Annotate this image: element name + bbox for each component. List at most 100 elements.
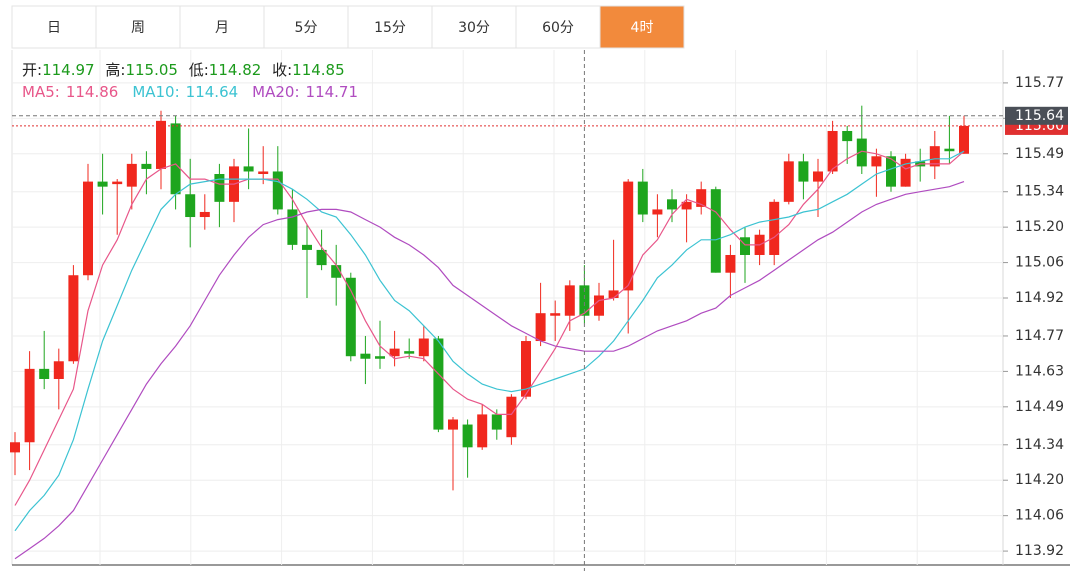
y-tick-label: 114.06 <box>1015 508 1064 524</box>
candle-body <box>564 285 575 316</box>
legend-name: MA5 <box>22 83 55 101</box>
candle-body <box>68 275 79 362</box>
y-tick-label: 114.49 <box>1015 399 1064 415</box>
crosshair-label: 115.64 <box>1015 108 1064 124</box>
candle-body <box>681 201 692 210</box>
y-tick-label: 113.92 <box>1015 543 1064 559</box>
tab-box <box>431 5 517 49</box>
tab[interactable]: 15分 <box>347 5 433 49</box>
info-label: 低 <box>189 61 204 79</box>
candle-body <box>199 211 210 218</box>
candle-body <box>550 313 561 316</box>
tab[interactable]: 30分 <box>431 5 517 49</box>
candle-body <box>813 171 823 182</box>
tab[interactable]: 周 <box>95 5 181 49</box>
candle-body <box>521 341 531 397</box>
candle-body <box>900 158 911 187</box>
legend-sep: : <box>175 83 180 101</box>
candle-body <box>243 166 254 172</box>
candle-body <box>448 419 458 430</box>
info-label: 收 <box>272 61 287 79</box>
candle-body <box>345 277 356 357</box>
candle-body <box>360 353 371 359</box>
legend-name: MA10 <box>132 83 174 101</box>
ma-legend: MA5: 114.86 MA10: 114.64 MA20: 114.71 <box>22 83 358 101</box>
tab[interactable]: 4时 <box>599 5 685 49</box>
candle-body <box>608 290 619 299</box>
candle-body <box>97 181 108 187</box>
info-value: 114.85 <box>292 61 345 79</box>
tab-label: 30分 <box>458 20 490 36</box>
candle-body <box>302 244 312 250</box>
y-tick-label: 115.49 <box>1015 146 1064 162</box>
candle-body <box>53 361 64 379</box>
tab[interactable]: 日 <box>11 5 97 49</box>
info-sep: : <box>204 61 209 79</box>
candle-body <box>652 209 663 215</box>
y-tick-label: 114.77 <box>1015 328 1064 344</box>
y-tick-label: 114.20 <box>1015 472 1064 488</box>
candle-body <box>170 123 181 195</box>
info-sep: : <box>120 61 125 79</box>
info-label: 开 <box>22 61 37 79</box>
candle-body <box>39 368 50 379</box>
tab-box <box>263 5 349 49</box>
candle-body <box>637 181 648 215</box>
candle-body <box>871 156 882 167</box>
tab-box <box>179 5 265 49</box>
ma-line <box>14 150 965 506</box>
tab-label: 日 <box>47 20 61 36</box>
candle-body <box>126 163 137 187</box>
candle-body <box>491 414 502 430</box>
candle-body <box>462 424 473 448</box>
candle-body <box>10 442 20 453</box>
candle-body <box>856 138 867 167</box>
candle-body <box>506 396 517 438</box>
ma-line <box>14 150 965 532</box>
info-value: 114.97 <box>42 61 95 79</box>
candle-body <box>477 414 488 448</box>
y-tick-label: 115.34 <box>1015 184 1064 200</box>
candle-body <box>112 181 123 185</box>
tab-box <box>95 5 181 49</box>
candle-body <box>375 356 385 359</box>
tab[interactable]: 60分 <box>515 5 601 49</box>
candle-body <box>272 171 283 210</box>
crosshair-box <box>1005 106 1068 125</box>
candle-body <box>798 161 809 182</box>
candle-body <box>769 201 780 255</box>
legend-value: 114.64 <box>186 83 239 101</box>
legend-value: 114.86 <box>66 83 119 101</box>
info-label: 高 <box>105 61 120 79</box>
tab[interactable]: 5分 <box>263 5 349 49</box>
tab-label: 4时 <box>631 20 654 36</box>
y-tick-label: 114.34 <box>1015 437 1064 453</box>
legend-sep: : <box>294 83 299 101</box>
candle-body <box>783 161 794 202</box>
candle-body <box>740 237 750 255</box>
tab-box <box>347 5 433 49</box>
candle-body <box>83 181 93 276</box>
candle-body <box>535 313 546 342</box>
candle-body <box>696 189 707 207</box>
candle-body <box>594 295 604 316</box>
candle-body <box>141 163 152 169</box>
candle-body <box>725 254 736 273</box>
legend-value: 114.71 <box>306 83 359 101</box>
legend-name: MA20 <box>252 83 294 101</box>
candle-body <box>316 249 327 266</box>
tab-label: 周 <box>131 20 145 36</box>
candle-body <box>287 209 298 245</box>
info-sep: : <box>37 61 42 79</box>
tab[interactable]: 月 <box>179 5 265 49</box>
candle-body <box>886 156 896 187</box>
info-value: 114.82 <box>209 61 262 79</box>
ma-line <box>14 181 965 560</box>
candle-body <box>959 125 969 154</box>
info-value: 115.05 <box>125 61 178 79</box>
candle-body <box>389 348 400 357</box>
y-tick-label: 115.77 <box>1015 75 1064 91</box>
